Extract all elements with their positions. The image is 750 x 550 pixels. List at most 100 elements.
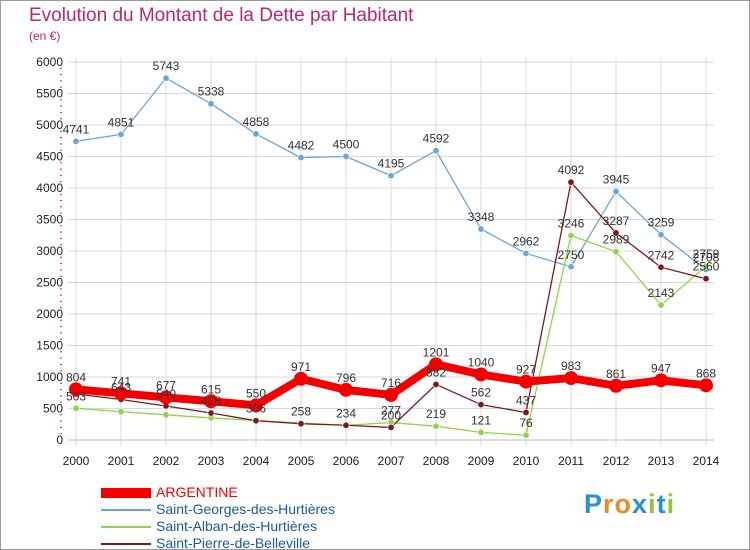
legend-label: Saint-Alban-des-Hurtières	[156, 518, 318, 534]
data-point	[477, 225, 485, 233]
data-label: 4851	[108, 115, 135, 129]
data-point	[657, 301, 665, 309]
data-point	[612, 248, 620, 256]
y-tick-label: 3500	[36, 213, 63, 227]
data-label: 2989	[603, 233, 630, 247]
x-tick-label: 2002	[153, 454, 180, 468]
data-label: 882	[426, 365, 446, 379]
data-label: 861	[606, 367, 626, 381]
x-tick-label: 2006	[333, 454, 360, 468]
data-point	[342, 153, 350, 161]
data-label: 868	[696, 366, 716, 380]
chart-title: Evolution du Montant de la Dette par Hab…	[29, 5, 414, 26]
data-point	[564, 371, 578, 386]
data-point	[702, 275, 710, 283]
data-label: 562	[471, 386, 491, 400]
y-tick-label: 0	[56, 433, 63, 447]
data-point	[159, 390, 173, 405]
data-label: 3945	[603, 172, 630, 186]
data-point	[204, 394, 218, 409]
logo-letter: i	[648, 489, 657, 519]
data-label: 437	[516, 393, 536, 407]
x-tick-label: 2001	[108, 454, 135, 468]
data-label: 4858	[243, 115, 270, 129]
y-tick-label: 5500	[36, 87, 63, 101]
data-label: 2560	[693, 260, 720, 274]
x-tick-label: 2003	[198, 454, 225, 468]
data-label: 540	[156, 387, 176, 401]
data-point	[294, 371, 308, 386]
data-label: 258	[291, 405, 311, 419]
data-point	[567, 232, 575, 240]
data-label: 2759	[693, 247, 720, 261]
data-label: 983	[561, 359, 581, 373]
y-tick-label: 6000	[36, 55, 63, 69]
data-point	[474, 367, 488, 382]
data-label: 947	[651, 361, 671, 375]
data-point	[567, 263, 575, 271]
data-point	[249, 398, 263, 413]
data-point	[114, 386, 128, 401]
data-point	[297, 420, 305, 428]
proxiti-logo: Proxiti	[584, 489, 675, 520]
data-point	[657, 263, 665, 271]
data-label: 76	[519, 416, 533, 430]
legend-swatch	[101, 509, 151, 511]
data-point	[162, 411, 170, 419]
data-point	[609, 378, 623, 393]
data-label: 4482	[288, 139, 315, 153]
data-label: 2750	[558, 248, 585, 262]
data-point	[207, 100, 215, 108]
x-tick-label: 2014	[693, 454, 720, 468]
x-tick-label: 2005	[288, 454, 315, 468]
data-point	[699, 378, 713, 393]
data-label: 277	[381, 404, 401, 418]
data-label: 234	[336, 406, 356, 420]
data-label: 4741	[63, 122, 90, 136]
data-point	[117, 408, 125, 416]
data-label: 1040	[468, 355, 495, 369]
data-label: 716	[381, 376, 401, 390]
data-label: 677	[156, 378, 176, 392]
data-point	[432, 422, 440, 430]
y-tick-label: 2000	[36, 307, 63, 321]
data-label: 4500	[333, 138, 360, 152]
y-tick-label: 1500	[36, 339, 63, 353]
x-tick-label: 2008	[423, 454, 450, 468]
x-tick-label: 2000	[63, 454, 90, 468]
data-label: 643	[111, 380, 131, 394]
data-point	[297, 154, 305, 162]
x-tick-label: 2013	[648, 454, 675, 468]
data-point	[432, 147, 440, 155]
data-label: 5338	[198, 85, 225, 99]
data-label: 927	[516, 363, 536, 377]
data-point	[342, 421, 350, 429]
data-point	[117, 130, 125, 138]
x-tick-label: 2012	[603, 454, 630, 468]
data-point	[252, 417, 260, 425]
data-point	[72, 404, 80, 412]
data-point	[72, 137, 80, 145]
y-tick-label: 1000	[36, 370, 63, 384]
data-label: 428	[201, 394, 221, 408]
data-label: 1201	[423, 345, 450, 359]
logo-letter: r	[603, 489, 615, 519]
data-point	[612, 187, 620, 195]
data-point	[522, 249, 530, 257]
data-label: 804	[66, 370, 86, 384]
data-point	[519, 374, 533, 389]
data-label: 2742	[648, 248, 675, 262]
data-label: 4092	[558, 163, 585, 177]
data-point	[702, 262, 710, 270]
data-label: 219	[426, 407, 446, 421]
logo-letter: P	[584, 489, 604, 519]
y-tick-label: 4000	[36, 181, 63, 195]
data-label: 4592	[423, 132, 450, 146]
data-point	[657, 231, 665, 239]
unit-label: (en €)	[29, 29, 61, 43]
data-point	[387, 172, 395, 180]
data-label: 5743	[153, 59, 180, 73]
data-label: 306	[246, 402, 266, 416]
data-label: 2962	[513, 234, 540, 248]
